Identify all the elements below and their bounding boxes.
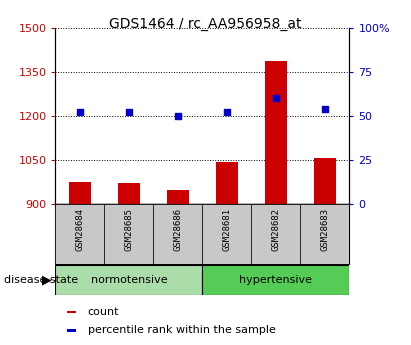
Bar xyxy=(67,329,76,332)
Text: GSM28684: GSM28684 xyxy=(76,208,85,252)
Bar xyxy=(202,204,252,264)
Bar xyxy=(167,190,189,204)
Point xyxy=(126,109,132,115)
Bar xyxy=(314,158,336,204)
Bar xyxy=(252,204,300,264)
Bar xyxy=(67,310,76,313)
Point xyxy=(224,109,230,115)
Text: GSM28686: GSM28686 xyxy=(173,208,182,252)
Text: GSM28683: GSM28683 xyxy=(320,208,329,252)
Bar xyxy=(202,265,349,295)
Bar xyxy=(118,183,140,204)
Bar xyxy=(216,162,238,204)
Bar xyxy=(300,204,349,264)
Point xyxy=(77,109,83,115)
Bar xyxy=(69,181,91,204)
Bar xyxy=(55,265,202,295)
Text: hypertensive: hypertensive xyxy=(239,275,312,285)
Text: ▶: ▶ xyxy=(42,273,52,286)
Text: percentile rank within the sample: percentile rank within the sample xyxy=(88,325,276,335)
Bar xyxy=(55,204,104,264)
Point xyxy=(175,113,181,118)
Bar xyxy=(104,204,153,264)
Text: GDS1464 / rc_AA956958_at: GDS1464 / rc_AA956958_at xyxy=(109,17,302,31)
Text: disease state: disease state xyxy=(4,275,78,285)
Text: GSM28682: GSM28682 xyxy=(271,208,280,252)
Bar xyxy=(153,204,202,264)
Point xyxy=(321,106,328,111)
Text: normotensive: normotensive xyxy=(91,275,167,285)
Bar xyxy=(265,61,287,204)
Point xyxy=(272,95,279,101)
Text: count: count xyxy=(88,307,119,317)
Text: GSM28685: GSM28685 xyxy=(125,208,134,252)
Text: GSM28681: GSM28681 xyxy=(222,208,231,252)
